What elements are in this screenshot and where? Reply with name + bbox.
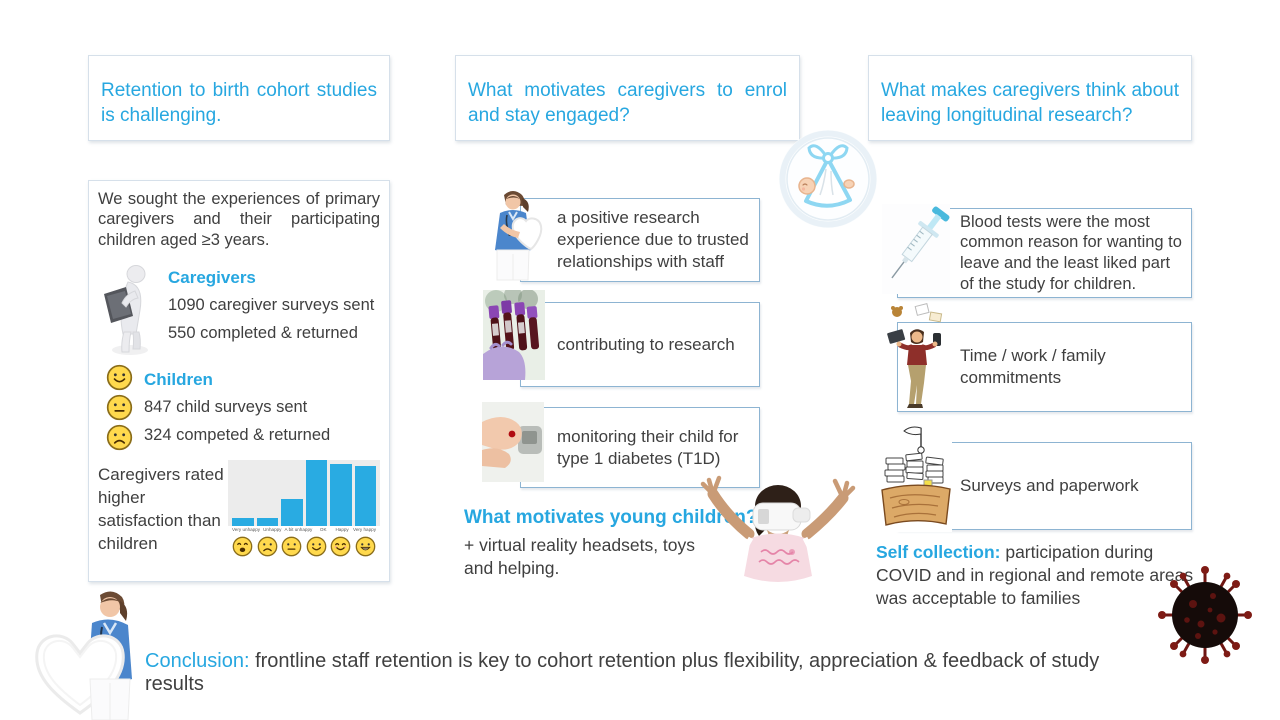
syringe-photo bbox=[882, 204, 950, 294]
motivator-box-3: monitoring their child for type 1 diabet… bbox=[520, 407, 760, 488]
motivator-box-2: contributing to research bbox=[520, 302, 760, 387]
chart-bar bbox=[256, 517, 278, 527]
chart-bar bbox=[305, 460, 327, 527]
caregiver-reading-tablet-figure bbox=[104, 265, 148, 356]
grin-face-icon bbox=[355, 536, 377, 557]
blood-sample-tubes-photo bbox=[483, 290, 545, 380]
col1-header-box: Retention to birth cohort studies is cha… bbox=[88, 55, 390, 141]
col2-header-box: What motivates caregivers to enrol and s… bbox=[455, 55, 800, 141]
chart-tick-label: Very unhappy bbox=[232, 527, 261, 533]
weary-face-icon bbox=[232, 536, 254, 557]
chart-tick-label: Happy bbox=[335, 527, 349, 533]
young-children-text: + virtual reality headsets, toys and hel… bbox=[464, 535, 696, 579]
young-children-heading: What motivates young children? bbox=[464, 507, 758, 528]
leaving-text-1: Blood tests were the most common reason … bbox=[960, 212, 1182, 293]
caregiver-surveys-sent: 1090 caregiver surveys sent bbox=[168, 296, 375, 315]
col3-header-text: What makes caregivers think about leavin… bbox=[881, 79, 1179, 126]
chart-tick-label: OK bbox=[319, 527, 327, 533]
smile-face-icon bbox=[106, 364, 136, 391]
chart-tick-label: A bit unhappy bbox=[284, 527, 313, 533]
motivator-text-3: monitoring their child for type 1 diabet… bbox=[557, 426, 739, 468]
leaving-text-2: Time / work / family commitments bbox=[960, 346, 1106, 387]
happy-face-icon bbox=[330, 536, 352, 557]
self-collection-label: Self collection: bbox=[876, 542, 1001, 562]
chart-bar bbox=[354, 465, 376, 527]
col1-header-text: Retention to birth cohort studies is cha… bbox=[101, 79, 377, 126]
children-row: Children 847 child surveys sent 324 comp… bbox=[98, 364, 380, 454]
caregivers-title: Caregivers bbox=[168, 268, 256, 288]
self-collection-note: Self collection: participation during CO… bbox=[876, 541, 1194, 610]
self-collection-text: participation during COVID and in region… bbox=[876, 542, 1194, 608]
paperwork-pile-cartoon bbox=[880, 424, 952, 532]
chart-bar bbox=[232, 518, 254, 527]
neutral-face-icon bbox=[281, 536, 303, 557]
leaving-box-2: Time / work / family commitments bbox=[897, 322, 1192, 412]
leaving-text-3: Surveys and paperwork bbox=[960, 476, 1139, 496]
chart-plot-area bbox=[228, 460, 380, 527]
frown-face-icon bbox=[106, 424, 136, 451]
chart-tick-label: Unhappy bbox=[263, 527, 282, 533]
neutral-face-icon bbox=[106, 394, 136, 421]
conclusion-text: Conclusion: frontline staff retention is… bbox=[145, 650, 1100, 695]
motivator-text-2: contributing to research bbox=[557, 334, 735, 354]
motivator-text-1: a positive research experience due to tr… bbox=[557, 208, 749, 271]
child-surveys-returned: 324 competed & returned bbox=[144, 426, 331, 445]
nurse-holding-heart-photo bbox=[495, 191, 543, 281]
motivator-box-1: a positive research experience due to tr… bbox=[520, 198, 760, 282]
chart-bar bbox=[330, 463, 352, 527]
chart-bar bbox=[281, 498, 303, 527]
frown-face-icon bbox=[257, 536, 279, 557]
col2-header-text: What motivates caregivers to enrol and s… bbox=[468, 79, 787, 126]
child-wearing-vr-headset-photo bbox=[700, 475, 856, 582]
conclusion-label: Conclusion: bbox=[145, 650, 250, 672]
satisfaction-row: Caregivers rated higher satisfaction tha… bbox=[98, 460, 380, 557]
chart-face-icons bbox=[228, 533, 380, 557]
smile-face-icon bbox=[306, 536, 328, 557]
coronavirus-icon bbox=[1158, 566, 1252, 664]
col3-header-box: What makes caregivers think about leavin… bbox=[868, 55, 1192, 141]
nurse-holding-heart-photo bbox=[35, 591, 132, 720]
caregivers-row: Caregivers 1090 caregiver surveys sent 5… bbox=[98, 262, 380, 356]
satisfaction-note: Caregivers rated higher satisfaction tha… bbox=[98, 465, 224, 553]
caregiver-surveys-returned: 550 completed & returned bbox=[168, 324, 358, 343]
child-surveys-sent: 847 child surveys sent bbox=[144, 398, 308, 417]
chart-category-labels: Very unhappy Unhappy A bit unhappy OK Happy V… bbox=[228, 526, 380, 533]
juggling-commitments-photo bbox=[887, 303, 943, 408]
finger-blood-drop-photo bbox=[482, 402, 544, 482]
children-face-icons bbox=[106, 364, 136, 454]
study-intro-text: We sought the experiences of primary car… bbox=[98, 190, 380, 249]
col1-body-box: We sought the experiences of primary car… bbox=[88, 180, 390, 582]
baby-in-stork-bundle-icon bbox=[779, 130, 877, 228]
chart-tick-label: Very happy bbox=[353, 527, 376, 533]
satisfaction-chart: Very unhappy Unhappy A bit unhappy OK Happy V… bbox=[228, 460, 380, 557]
children-title: Children bbox=[144, 370, 213, 390]
